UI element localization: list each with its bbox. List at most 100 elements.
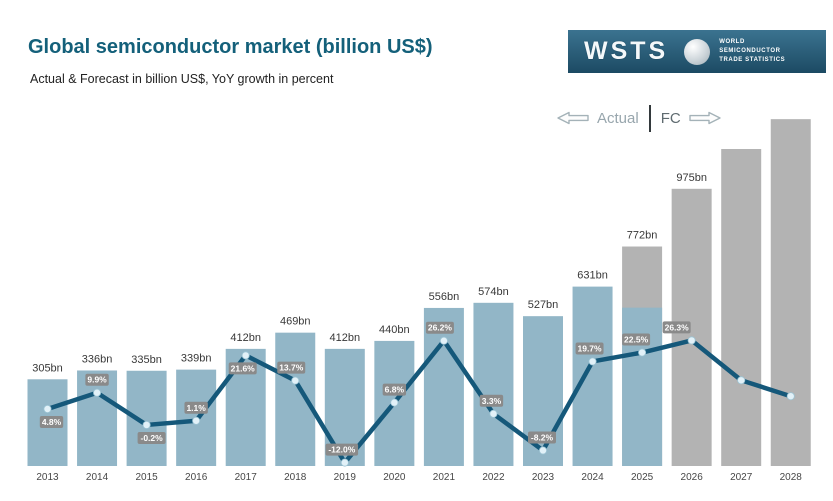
bar-2027: [721, 149, 762, 466]
growth-label-2021: 26.2%: [428, 323, 453, 333]
x-axis-label-2016: 2016: [185, 472, 208, 483]
bar-value-label-2016: 339bn: [181, 353, 212, 365]
x-axis-label-2025: 2025: [631, 472, 654, 483]
growth-label-box-2019: [325, 443, 359, 456]
growth-label-2019: -12.0%: [328, 445, 355, 455]
x-axis-label-2024: 2024: [581, 472, 604, 483]
right-arrow-icon: [689, 111, 721, 125]
legend-actual-label: Actual: [597, 109, 639, 127]
growth-label-box-2013: [39, 415, 64, 428]
x-axis-label-2013: 2013: [36, 472, 59, 483]
bar-2024: [572, 286, 613, 466]
growth-label-box-2022: [479, 394, 504, 407]
growth-marker-2028: [786, 392, 795, 401]
bar-2018: [275, 332, 316, 466]
growth-label-2025: 22.5%: [624, 335, 649, 345]
growth-label-2018: 13.7%: [279, 363, 304, 373]
org-line-2: SEMICONDUCTOR: [719, 48, 781, 54]
bar-value-label-2018: 469bn: [280, 316, 311, 328]
org-line-3: TRADE STATISTICS: [719, 57, 786, 63]
x-axis-label-2022: 2022: [482, 472, 505, 483]
bar-value-label-2025: 772bn: [627, 230, 658, 242]
x-axis-label-2026: 2026: [681, 472, 704, 483]
growth-label-box-2014: [85, 373, 109, 386]
growth-marker-2022: [489, 409, 498, 418]
growth-label-box-2025: [622, 333, 651, 346]
growth-label-box-2023: [528, 431, 556, 444]
bar-2025-actual-part: [622, 307, 663, 466]
bar-value-label-2019: 412bn: [330, 332, 361, 344]
x-axis-label-2028: 2028: [780, 472, 803, 483]
growth-label-box-2020: [382, 383, 407, 396]
growth-marker-2020: [390, 398, 399, 407]
bar-value-label-2020: 440bn: [379, 324, 410, 336]
growth-marker-2014: [93, 388, 102, 397]
x-axis-label-2023: 2023: [532, 472, 555, 483]
growth-label-2013: 4.8%: [42, 417, 62, 427]
bar-value-label-2026: 975bn: [676, 172, 707, 184]
page-title: Global semiconductor market (billion US$…: [28, 36, 433, 58]
growth-marker-2021: [439, 336, 448, 345]
growth-label-2020: 6.8%: [385, 385, 405, 395]
growth-marker-2019: [340, 458, 349, 467]
actual-forecast-divider: [648, 104, 651, 132]
left-arrow-icon: [557, 111, 589, 125]
growth-marker-2013: [43, 404, 52, 413]
growth-label-box-2024: [575, 342, 604, 355]
bar-value-label-2021: 556bn: [429, 291, 460, 303]
globe-icon: [684, 38, 711, 65]
growth-label-2023: -8.2%: [531, 432, 554, 442]
growth-label-box-2017: [228, 362, 257, 375]
growth-label-2014: 9.9%: [87, 375, 107, 385]
x-axis-label-2015: 2015: [135, 472, 158, 483]
growth-marker-2016: [192, 416, 201, 425]
x-axis-label-2017: 2017: [235, 472, 258, 483]
x-axis-label-2019: 2019: [334, 472, 357, 483]
bar-value-label-2024: 631bn: [577, 270, 608, 282]
growth-label-2017: 21.6%: [231, 363, 256, 373]
bar-value-label-2014: 336bn: [82, 353, 113, 365]
x-axis-label-2018: 2018: [284, 472, 307, 483]
bar-value-label-2023: 527bn: [528, 299, 559, 311]
growth-marker-2025: [638, 348, 647, 357]
growth-marker-2018: [291, 376, 300, 385]
wsts-logo-acronym: WSTS: [584, 37, 669, 65]
x-axis-label-2021: 2021: [433, 472, 456, 483]
growth-label-box-2026: [662, 321, 691, 334]
actual-forecast-legend: Actual FC: [556, 103, 722, 133]
bar-2028: [770, 119, 811, 467]
growth-label-box-2015: [137, 431, 166, 444]
yoy-growth-line: [45, 338, 793, 465]
growth-label-2016: 1.1%: [186, 403, 206, 413]
x-axis-label-2020: 2020: [383, 472, 406, 483]
growth-marker-2024: [588, 357, 597, 366]
growth-marker-2017: [241, 351, 250, 360]
x-axis-label-2014: 2014: [86, 472, 109, 483]
bar-2022: [473, 302, 514, 466]
bar-value-label-2013: 305bn: [32, 362, 63, 374]
growth-label-2026: 26.3%: [665, 322, 690, 332]
bar-2021: [423, 307, 464, 466]
growth-label-box-2018: [277, 361, 306, 374]
growth-label-2024: 19.7%: [577, 343, 602, 353]
growth-label-2022: 3.3%: [482, 396, 502, 406]
org-line-1: WORLD: [719, 39, 745, 45]
wsts-logo: WSTS WORLD SEMICONDUCTOR TRADE STATISTIC…: [568, 30, 826, 73]
growth-marker-2023: [539, 446, 548, 455]
bar-value-label-2017: 412bn: [230, 332, 261, 344]
page-subtitle: Actual & Forecast in billion US$, YoY gr…: [30, 72, 334, 86]
legend-forecast-label: FC: [660, 109, 681, 127]
growth-marker-2015: [142, 420, 151, 429]
growth-label-box-2016: [184, 401, 208, 414]
bar-2014: [77, 370, 118, 466]
growth-label-box-2021: [425, 321, 454, 334]
wsts-logo-org-name: WORLD SEMICONDUCTOR TRADE STATISTICS: [719, 38, 785, 65]
bar-value-label-2015: 335bn: [131, 354, 162, 366]
growth-label-2015: -0.2%: [140, 433, 163, 443]
bar-2023: [523, 316, 563, 466]
x-axis-label-2027: 2027: [730, 472, 753, 483]
bar-value-label-2022: 574bn: [478, 286, 509, 298]
growth-marker-2026: [687, 336, 696, 345]
